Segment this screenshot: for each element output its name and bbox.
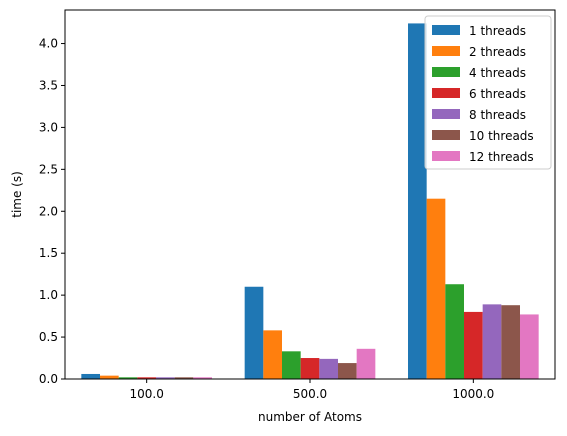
legend-label: 12 threads bbox=[469, 150, 534, 164]
bar-4-threads-100.0 bbox=[118, 377, 138, 379]
bar-4-threads-500.0 bbox=[282, 351, 301, 379]
legend-swatch bbox=[432, 46, 460, 56]
legend-swatch bbox=[432, 88, 460, 98]
legend-swatch bbox=[432, 130, 460, 140]
y-tick-label: 2.0 bbox=[39, 204, 58, 218]
y-tick-label: 1.0 bbox=[39, 288, 58, 302]
y-axis-label: time (s) bbox=[10, 171, 24, 218]
legend-label: 8 threads bbox=[469, 108, 526, 122]
y-tick-label: 0.5 bbox=[39, 330, 58, 344]
bar-2-threads-500.0 bbox=[263, 330, 282, 379]
bar-2-threads-100.0 bbox=[100, 375, 119, 379]
bar-10-threads-100.0 bbox=[174, 377, 194, 379]
bar-6-threads-100.0 bbox=[137, 377, 156, 379]
bar-8-threads-500.0 bbox=[319, 358, 338, 379]
bar-1-threads-500.0 bbox=[244, 286, 264, 379]
bar-6-threads-500.0 bbox=[300, 358, 320, 379]
bar-12-threads-1000.0 bbox=[520, 314, 539, 379]
bar-1-threads-1000.0 bbox=[408, 23, 427, 379]
legend-swatch bbox=[432, 67, 460, 77]
bar-12-threads-100.0 bbox=[193, 377, 212, 379]
bar-4-threads-1000.0 bbox=[445, 284, 464, 379]
legend-label: 6 threads bbox=[469, 87, 526, 101]
y-tick-label: 2.5 bbox=[39, 162, 58, 176]
legend-swatch bbox=[432, 25, 460, 35]
x-tick-label: 1000.0 bbox=[452, 387, 494, 401]
bar-8-threads-100.0 bbox=[156, 377, 175, 379]
legend: 1 threads 2 threads 4 threads 6 threads 8 th… bbox=[424, 15, 552, 170]
legend-swatch bbox=[432, 109, 460, 119]
x-axis-label: number of Atoms bbox=[258, 410, 362, 424]
y-tick-label: 1.5 bbox=[39, 246, 58, 260]
x-axis: 100.0 500.0 1000.0 bbox=[129, 379, 494, 401]
bar-10-threads-500.0 bbox=[338, 363, 357, 379]
y-tick-label: 4.0 bbox=[39, 37, 58, 51]
y-tick-label: 3.5 bbox=[39, 78, 58, 92]
x-tick-label: 500.0 bbox=[293, 387, 327, 401]
bar-1-threads-100.0 bbox=[81, 373, 100, 379]
bar-12-threads-500.0 bbox=[356, 348, 376, 379]
bar-10-threads-1000.0 bbox=[501, 305, 520, 379]
x-tick-label: 100.0 bbox=[129, 387, 163, 401]
bars-layer bbox=[81, 23, 539, 379]
bar-8-threads-1000.0 bbox=[482, 304, 502, 379]
legend-label: 1 threads bbox=[469, 24, 526, 38]
y-tick-label: 0.0 bbox=[39, 372, 58, 386]
bar-6-threads-1000.0 bbox=[464, 311, 483, 379]
legend-swatch bbox=[432, 151, 460, 161]
bar-2-threads-1000.0 bbox=[426, 198, 446, 379]
legend-label: 4 threads bbox=[469, 66, 526, 80]
y-axis: 0.0 0.5 1.0 1.5 2.0 2.5 3.0 3.5 4.0 bbox=[39, 37, 65, 386]
legend-label: 10 threads bbox=[469, 129, 534, 143]
legend-label: 2 threads bbox=[469, 45, 526, 59]
y-tick-label: 3.0 bbox=[39, 120, 58, 134]
